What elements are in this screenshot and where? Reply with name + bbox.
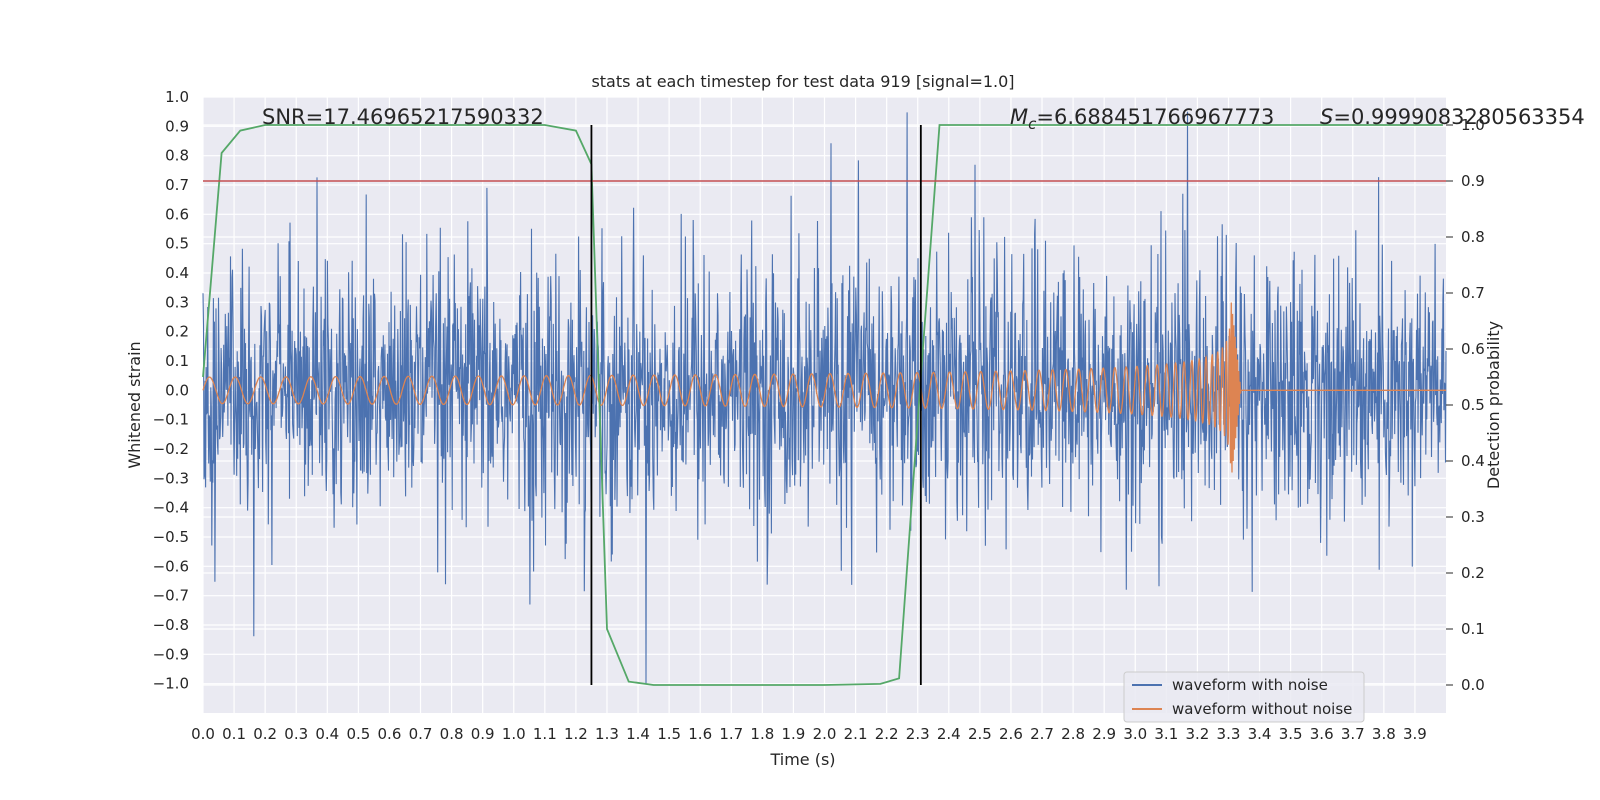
x-tick-label: 0.9 xyxy=(471,725,495,743)
y-tick-label: 1.0 xyxy=(165,88,189,106)
x-tick-label: 1.9 xyxy=(781,725,805,743)
x-tick-label: 1.3 xyxy=(595,725,619,743)
y2-axis-ticks: 1.0 0.9 0.8 0.7 0.6 0.5 0.4 0.3 0.2 0.1 0.0 xyxy=(1446,116,1485,694)
y-tick-label: −0.4 xyxy=(153,499,189,517)
detection-probability-line xyxy=(202,124,1443,686)
x-tick-label: 3.5 xyxy=(1279,725,1303,743)
y2-axis-label: Detection probability xyxy=(1484,321,1503,489)
y-tick-label: 0.7 xyxy=(165,176,189,194)
x-tick-label: 2.6 xyxy=(999,725,1023,743)
y-tick-label: −0.3 xyxy=(153,469,189,487)
clean-waveform-line xyxy=(202,302,1446,473)
x-tick-label: 3.2 xyxy=(1185,725,1209,743)
x-tick-label: 0.1 xyxy=(222,725,246,743)
score-symbol: S xyxy=(1320,105,1333,129)
x-tick-label: 2.3 xyxy=(906,725,930,743)
y-tick-label: 0.0 xyxy=(165,381,189,399)
chart-title: stats at each timestep for test data 919… xyxy=(591,72,1014,91)
x-tick-label: 1.6 xyxy=(688,725,712,743)
y-tick-label: 0.3 xyxy=(165,293,189,311)
x-tick-label: 0.6 xyxy=(378,725,402,743)
legend-box xyxy=(1123,671,1365,723)
x-tick-label: 2.1 xyxy=(844,725,868,743)
y-tick-label: −0.8 xyxy=(153,616,189,634)
x-axis-ticks: 0.0 0.1 0.2 0.3 0.4 0.5 0.6 0.7 0.8 0.9 1.0 1.1 1.2 1… xyxy=(191,725,1427,743)
x-tick-label: 2.7 xyxy=(1030,725,1054,743)
y-tick-label: 0.6 xyxy=(165,205,189,223)
y2-tick-label: 0.6 xyxy=(1461,340,1485,358)
y-tick-label: −0.1 xyxy=(153,411,189,429)
x-tick-label: 0.4 xyxy=(315,725,339,743)
x-tick-label: 3.3 xyxy=(1217,725,1241,743)
y-tick-label: 0.4 xyxy=(165,264,189,282)
x-tick-label: 2.8 xyxy=(1061,725,1085,743)
x-tick-label: 3.8 xyxy=(1372,725,1396,743)
y2-tick-label: 0.5 xyxy=(1461,396,1485,414)
overlay-lines xyxy=(203,125,1446,685)
y2-tick-label: 0.9 xyxy=(1461,172,1485,190)
x-tick-label: 2.9 xyxy=(1092,725,1116,743)
y-tick-label: −0.2 xyxy=(153,440,189,458)
x-tick-label: 2.0 xyxy=(813,725,837,743)
y2-tick-label: 0.7 xyxy=(1461,284,1485,302)
y-axis-ticks: 1.0 0.9 0.8 0.7 0.6 0.5 0.4 0.3 0.2 0.1 0.0 −0.1 −0.… xyxy=(153,88,189,693)
y2-tick-label: 0.4 xyxy=(1461,452,1485,470)
y2-tick-label: 0.0 xyxy=(1461,676,1485,694)
x-axis-label: Time (s) xyxy=(769,750,835,769)
y2-tick-label: 0.1 xyxy=(1461,620,1485,638)
legend: waveform with noise waveform without noi… xyxy=(1123,671,1365,723)
y2-tick-label: 0.2 xyxy=(1461,564,1485,582)
y2-tick-label: 0.3 xyxy=(1461,508,1485,526)
noisy-waveform-line xyxy=(202,111,1447,684)
x-tick-label: 1.8 xyxy=(750,725,774,743)
x-tick-label: 2.5 xyxy=(968,725,992,743)
y-tick-label: 0.8 xyxy=(165,147,189,165)
y2-tick-label: 1.0 xyxy=(1461,116,1485,134)
y-tick-label: −0.5 xyxy=(153,528,189,546)
chirp-mass-subscript: c xyxy=(1028,115,1037,133)
x-tick-label: 0.2 xyxy=(253,725,277,743)
y-tick-label: −0.6 xyxy=(153,557,189,575)
x-tick-label: 1.2 xyxy=(564,725,588,743)
y-axis-label: Whitened strain xyxy=(125,341,144,468)
legend-label-noise: waveform with noise xyxy=(1172,676,1328,694)
x-tick-label: 1.1 xyxy=(533,725,557,743)
x-tick-label: 3.0 xyxy=(1123,725,1147,743)
x-tick-label: 1.5 xyxy=(657,725,681,743)
y-tick-label: 0.2 xyxy=(165,323,189,341)
legend-label-clean: waveform without noise xyxy=(1172,700,1352,718)
x-tick-label: 3.1 xyxy=(1154,725,1178,743)
x-tick-label: 0.5 xyxy=(346,725,370,743)
score-value: =0.9999083280563354 xyxy=(1333,105,1584,129)
x-tick-label: 3.7 xyxy=(1341,725,1365,743)
x-tick-label: 3.9 xyxy=(1403,725,1427,743)
chirp-mass-annotation: Mc=6.688451766967773 xyxy=(1010,105,1274,133)
x-tick-label: 2.2 xyxy=(875,725,899,743)
x-tick-label: 3.6 xyxy=(1310,725,1334,743)
x-tick-label: 0.0 xyxy=(191,725,215,743)
waveform-without-noise-series xyxy=(202,302,1446,473)
y-tick-label: 0.9 xyxy=(165,117,189,135)
x-tick-label: 1.4 xyxy=(626,725,650,743)
chirp-mass-symbol: M xyxy=(1010,105,1028,129)
x-tick-label: 0.7 xyxy=(409,725,433,743)
y-tick-label: −0.7 xyxy=(153,587,189,605)
x-tick-label: 0.3 xyxy=(284,725,308,743)
score-annotation: S=0.9999083280563354 xyxy=(1320,105,1585,129)
waveform-with-noise-series xyxy=(202,111,1447,684)
detection-probability-series xyxy=(202,124,1443,686)
y-tick-label: 0.5 xyxy=(165,235,189,253)
snr-annotation: SNR=17.46965217590332 xyxy=(262,105,544,129)
x-tick-label: 1.0 xyxy=(502,725,526,743)
x-tick-label: 0.8 xyxy=(440,725,464,743)
y2-tick-label: 0.8 xyxy=(1461,228,1485,246)
x-tick-label: 2.4 xyxy=(937,725,961,743)
y-tick-label: 0.1 xyxy=(165,352,189,370)
chirp-mass-value: =6.688451766967773 xyxy=(1036,105,1274,129)
y-tick-label: −0.9 xyxy=(153,645,189,663)
x-tick-label: 3.4 xyxy=(1248,725,1272,743)
x-tick-label: 1.7 xyxy=(719,725,743,743)
y-tick-label: −1.0 xyxy=(153,675,189,693)
